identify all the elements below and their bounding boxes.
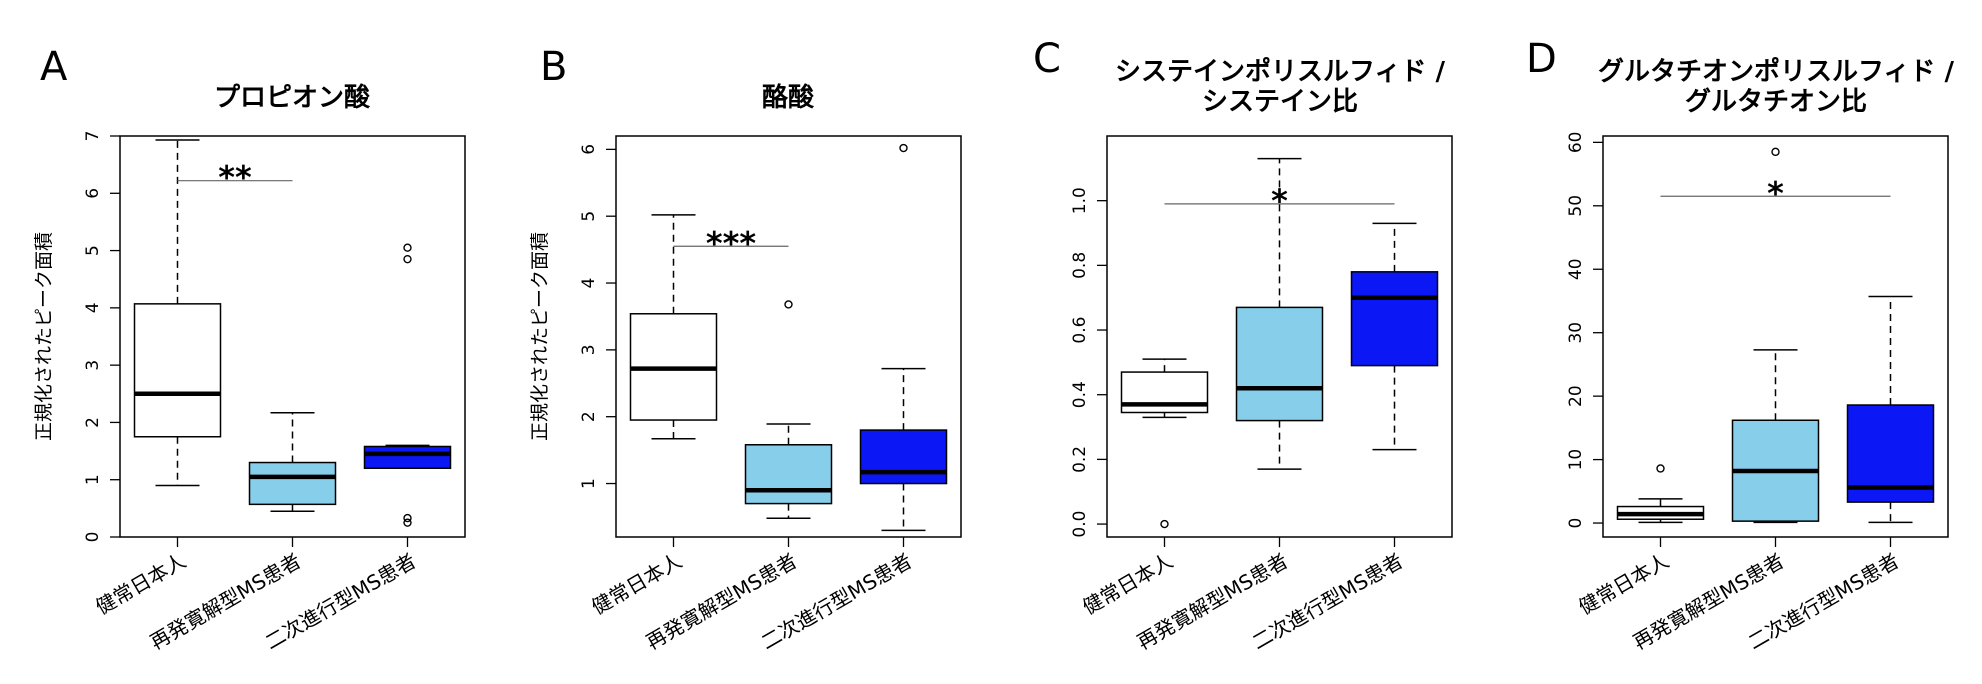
x-category-label: 健常日本人 <box>587 549 686 620</box>
y-tick-label: 5 <box>83 245 103 256</box>
y-tick-label: 1 <box>579 478 599 489</box>
box-iqr <box>363 445 452 470</box>
box-2 <box>859 143 948 532</box>
box-2 <box>1350 222 1439 451</box>
y-tick-label: 30 <box>1566 322 1586 344</box>
y-tick-label: 6 <box>579 144 599 155</box>
chart-panel-d: D グルタチオンポリスルフィド /グルタチオン比 0 10 20 30 40 50 60 健常日本… <box>1526 36 1955 654</box>
y-tick-label: 10 <box>1566 449 1586 471</box>
chart-title: プロピオン酸 <box>214 83 371 113</box>
chart-panel-b: B酪酸123456正規化されたピーク面積健常日本人再発寛解型MS患者二次進行型M… <box>529 44 962 654</box>
y-axis-label: 正規化されたピーク面積 <box>529 232 551 441</box>
box-2 <box>1846 295 1935 524</box>
y-tick-label: 0.2 <box>1070 446 1090 473</box>
y-tick-label: 5 <box>579 211 599 222</box>
y-tick-label: 50 <box>1566 195 1586 217</box>
box-iqr <box>1235 306 1324 422</box>
box-iqr <box>859 429 948 485</box>
y-tick-label: 3 <box>83 360 103 371</box>
chart-title: システインポリスルフィド / <box>1115 56 1446 87</box>
chart-title: グルタチオンポリスルフィド / <box>1598 56 1955 87</box>
box-0 <box>629 214 718 440</box>
box-0 <box>1616 464 1705 524</box>
significance-label: * <box>1767 174 1784 212</box>
box-1 <box>744 300 833 520</box>
outlier-point <box>1656 464 1665 473</box>
outlier-point <box>1160 519 1169 529</box>
x-category-label: 健常日本人 <box>1574 549 1673 620</box>
y-tick-label: 40 <box>1566 258 1586 280</box>
significance-label: * <box>1271 182 1288 220</box>
outlier-point <box>403 518 412 527</box>
panel-letter: D <box>1526 36 1557 82</box>
box-1 <box>1235 157 1324 470</box>
y-tick-label: 1.0 <box>1070 187 1090 214</box>
y-tick-label: 1 <box>83 474 103 485</box>
y-tick-label: 2 <box>579 411 599 422</box>
panel-letter: A <box>40 44 68 90</box>
chart-title: 酪酸 <box>762 83 815 113</box>
outlier-point <box>403 254 412 264</box>
outlier-point <box>403 513 412 523</box>
box-iqr <box>248 461 337 506</box>
y-tick-label: 0.6 <box>1070 317 1090 344</box>
chart-title: システイン比 <box>1202 87 1358 117</box>
y-tick-label: 60 <box>1566 132 1586 154</box>
chart-title: グルタチオン比 <box>1685 87 1867 117</box>
outlier-point <box>899 143 908 153</box>
y-axis-label: 正規化されたピーク面積 <box>33 232 55 441</box>
x-category-label: 健常日本人 <box>1078 549 1177 620</box>
significance-label: ** <box>218 159 252 197</box>
box-1 <box>248 411 337 512</box>
y-tick-label: 4 <box>579 278 599 289</box>
y-tick-label: 20 <box>1566 385 1586 407</box>
y-tick-label: 0 <box>83 532 103 543</box>
box-iqr <box>1350 271 1439 367</box>
panel-letter: C <box>1033 36 1061 82</box>
box-2 <box>363 243 452 527</box>
y-tick-label: 3 <box>579 344 599 355</box>
box-iqr <box>744 444 833 505</box>
y-tick-label: 2 <box>83 417 103 428</box>
panel-letter: B <box>540 44 567 90</box>
box-iqr <box>133 303 222 438</box>
y-tick-label: 6 <box>83 188 103 199</box>
y-tick-label: 7 <box>83 131 103 142</box>
box-1 <box>1731 147 1820 524</box>
box-0 <box>1120 358 1209 529</box>
y-tick-label: 0.0 <box>1070 511 1090 538</box>
y-tick-label: 4 <box>83 302 103 313</box>
significance-label: *** <box>706 224 756 262</box>
x-category-label: 健常日本人 <box>91 549 190 620</box>
outlier-point <box>1771 147 1780 157</box>
outlier-point <box>784 300 793 309</box>
box-0 <box>133 139 222 487</box>
y-tick-label: 0.4 <box>1070 381 1090 408</box>
y-tick-label: 0 <box>1566 518 1586 529</box>
chart-panel-c: C システインポリスルフィド /システイン比 0.0 0.2 0.4 0.6 0.8 1.0 健… <box>1033 36 1453 654</box>
outlier-point <box>403 243 412 252</box>
chart-panel-a: Aプロピオン酸01234567正規化されたピーク面積健常日本人再発寛解型MS患者… <box>33 44 466 654</box>
y-tick-label: 0.8 <box>1070 252 1090 279</box>
